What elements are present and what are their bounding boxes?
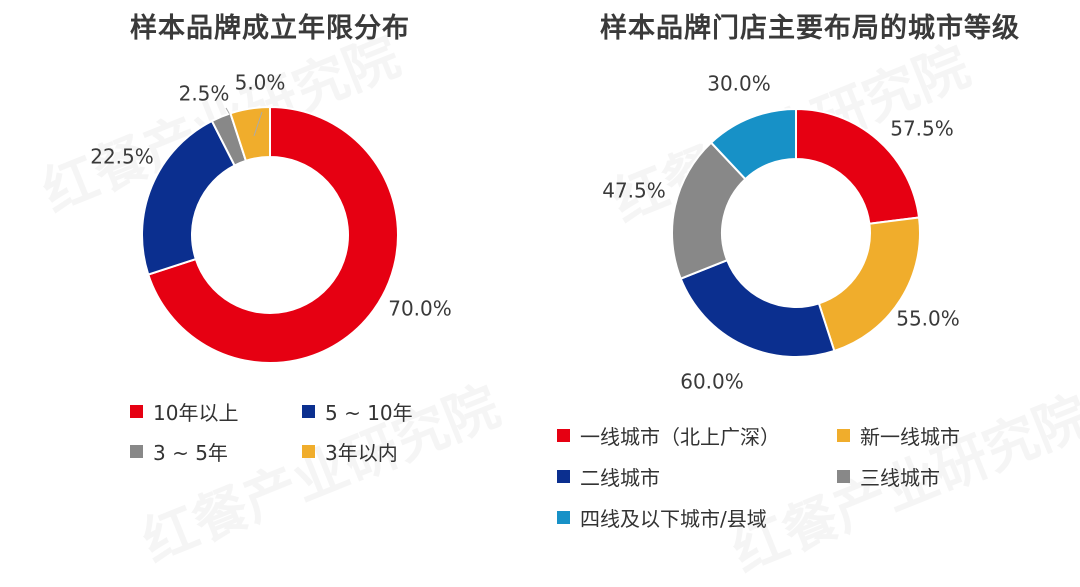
legend-swatch bbox=[557, 511, 570, 524]
legend-swatch bbox=[837, 429, 850, 442]
data-label: 22.5% bbox=[90, 145, 154, 169]
data-label: 70.0% bbox=[388, 297, 452, 321]
data-label: 60.0% bbox=[680, 370, 744, 394]
legend-label: 5 ~ 10年 bbox=[325, 401, 413, 425]
donut-slice bbox=[141, 119, 236, 276]
donut-chart: 70.0% 22.5% 2.5% 5.0% bbox=[90, 71, 452, 364]
legend-swatch bbox=[557, 429, 570, 442]
legend-label: 新一线城市 bbox=[860, 425, 960, 449]
legend-label: 3年以内 bbox=[325, 441, 398, 465]
legend-label: 二线城市 bbox=[580, 466, 660, 490]
data-label: 5.0% bbox=[235, 71, 286, 95]
legend-swatch bbox=[302, 405, 315, 418]
legend-label: 3 ~ 5年 bbox=[153, 441, 228, 465]
chart-panel-city-tiers: 样本品牌门店主要布局的城市等级 57.5% 55.0% 60.0% 47.5% 30.0… bbox=[540, 0, 1080, 546]
donut-chart: 57.5% 55.0% 60.0% 47.5% 30.0% bbox=[602, 72, 960, 394]
legend-item: 10年以上 bbox=[130, 397, 238, 426]
legend-item: 3 ~ 5年 bbox=[130, 437, 228, 466]
chart-title: 样本品牌门店主要布局的城市等级 bbox=[600, 13, 1020, 44]
data-label: 2.5% bbox=[179, 82, 230, 106]
donut-slice bbox=[679, 258, 836, 358]
donut-slice bbox=[709, 107, 797, 181]
data-label: 57.5% bbox=[890, 117, 954, 141]
chart-title: 样本品牌成立年限分布 bbox=[130, 13, 410, 44]
legend-swatch bbox=[130, 405, 143, 418]
legend-item: 一线城市（北上广深） bbox=[557, 421, 780, 450]
legend-swatch bbox=[837, 470, 850, 483]
legend-item: 3年以内 bbox=[302, 437, 398, 466]
legend-item: 四线及以下城市/县域 bbox=[557, 503, 767, 532]
legend-swatch bbox=[302, 445, 315, 458]
legend-item: 5 ~ 10年 bbox=[302, 397, 413, 426]
legend-label: 四线及以下城市/县域 bbox=[580, 507, 767, 531]
donut-slice bbox=[817, 216, 921, 353]
leader-line bbox=[253, 111, 263, 137]
data-label: 47.5% bbox=[602, 179, 666, 203]
chart-panel-founding-years: 样本品牌成立年限分布 70.0% 22.5% 2.5% 5.0% 10年以上 5 ~ 1… bbox=[0, 0, 540, 546]
legend-swatch bbox=[557, 470, 570, 483]
legend-item: 二线城市 bbox=[557, 462, 660, 491]
legend-label: 10年以上 bbox=[153, 401, 239, 425]
legend-item: 三线城市 bbox=[837, 462, 940, 491]
legend-item: 新一线城市 bbox=[837, 421, 960, 450]
legend-label: 一线城市（北上广深） bbox=[580, 425, 780, 449]
donut-slice bbox=[147, 105, 399, 364]
donut-slice bbox=[229, 105, 271, 163]
legend-swatch bbox=[130, 445, 143, 458]
legend-label: 三线城市 bbox=[860, 466, 940, 490]
donut-slice bbox=[795, 107, 921, 225]
data-label: 55.0% bbox=[896, 307, 960, 331]
data-label: 30.0% bbox=[707, 72, 771, 96]
